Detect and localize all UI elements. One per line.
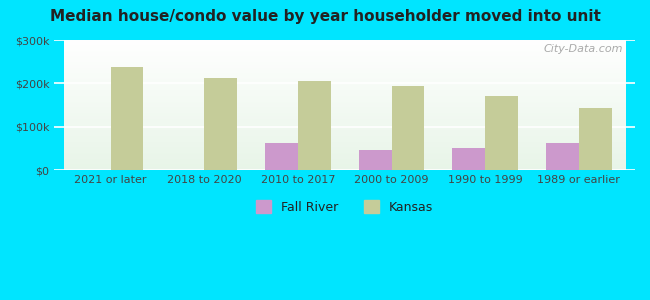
Text: Median house/condo value by year householder moved into unit: Median house/condo value by year househo…	[49, 9, 601, 24]
Bar	[265, 143, 298, 170]
Bar	[111, 67, 144, 170]
Bar	[391, 86, 424, 170]
Bar	[359, 150, 391, 170]
Legend: Fall River, Kansas: Fall River, Kansas	[252, 195, 438, 219]
Bar	[452, 148, 485, 170]
Text: City-Data.com: City-Data.com	[544, 44, 623, 54]
Bar	[298, 81, 331, 170]
Bar	[204, 78, 237, 170]
Bar	[578, 108, 612, 170]
Bar	[485, 96, 518, 170]
Bar	[546, 143, 578, 170]
